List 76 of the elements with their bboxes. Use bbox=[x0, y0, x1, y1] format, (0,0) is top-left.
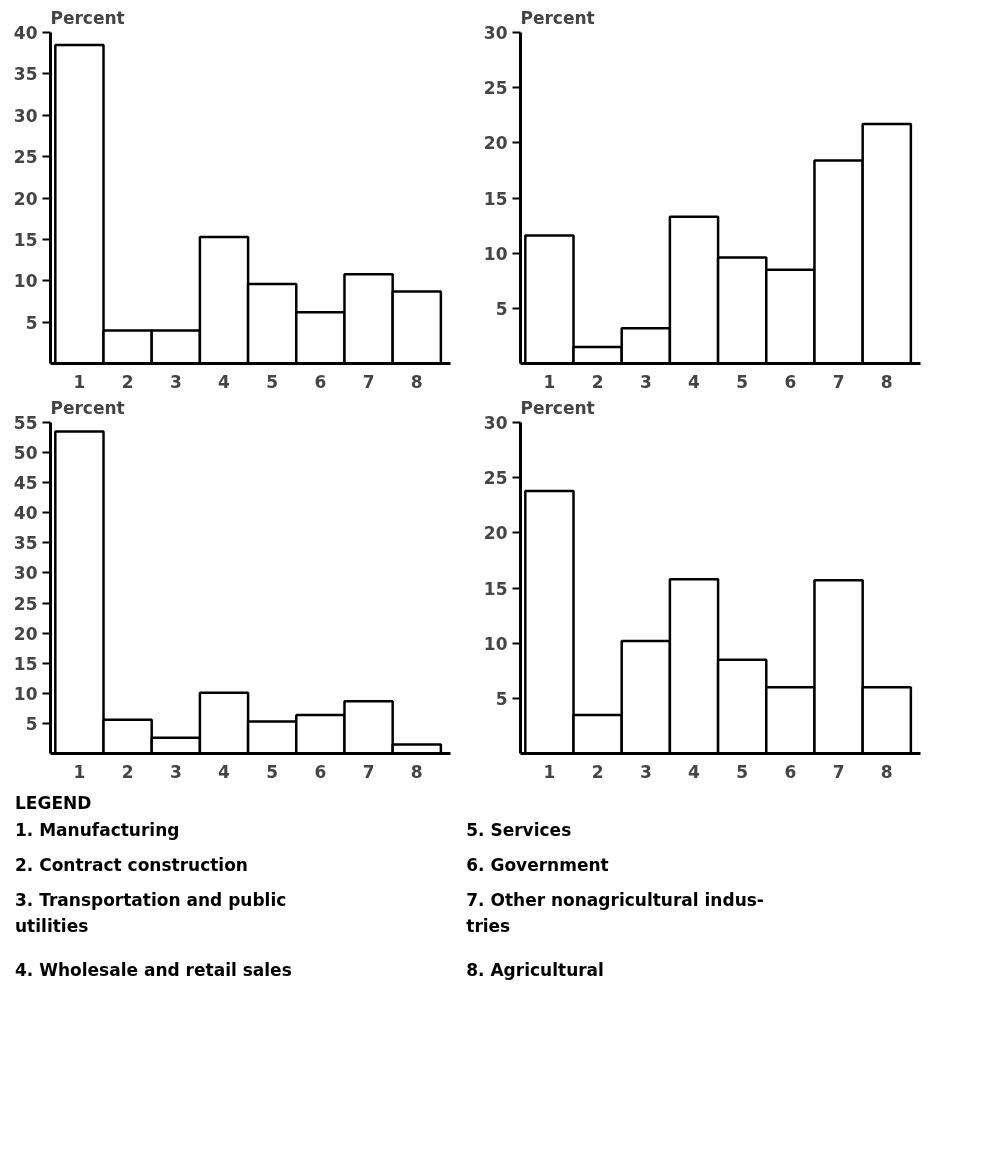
x-tick-label: 8 bbox=[880, 761, 893, 782]
text: 6. Government bbox=[466, 855, 609, 876]
y-axis-title: Percent bbox=[50, 397, 125, 418]
x-tick-label: 5 bbox=[736, 761, 749, 782]
y-tick-label: 5 bbox=[495, 688, 508, 709]
y-tick-label: 30 bbox=[13, 105, 38, 126]
x-tick-label: 2 bbox=[591, 761, 604, 782]
text: 2. Contract construction bbox=[15, 855, 248, 876]
y-tick-label: 15 bbox=[13, 653, 38, 674]
y-tick-label: 15 bbox=[483, 578, 508, 599]
y-tick-label: 5 bbox=[25, 312, 38, 333]
y-tick-label: 30 bbox=[483, 23, 508, 43]
x-tick-label: 1 bbox=[543, 371, 556, 392]
x-tick-label: 6 bbox=[784, 371, 797, 392]
x-tick-label: 5 bbox=[266, 371, 279, 392]
y-tick-label: 55 bbox=[13, 413, 38, 433]
y-tick-label: 10 bbox=[13, 271, 38, 292]
y-tick-label: 35 bbox=[13, 533, 38, 554]
x-tick-label: 4 bbox=[688, 371, 701, 392]
x-tick-label: 6 bbox=[784, 761, 797, 782]
text: 1. Manufacturing bbox=[15, 820, 180, 841]
text: 5. Services bbox=[466, 820, 572, 841]
x-tick-label: 4 bbox=[218, 371, 231, 392]
y-axis-title: Percent bbox=[50, 7, 125, 28]
y-axis-title: Percent bbox=[520, 7, 595, 28]
x-tick-label: 7 bbox=[362, 371, 375, 392]
y-tick-label: 45 bbox=[13, 473, 38, 494]
x-tick-label: 4 bbox=[688, 761, 701, 782]
y-tick-label: 20 bbox=[483, 133, 508, 154]
x-tick-label: 7 bbox=[832, 761, 845, 782]
x-tick-label: 3 bbox=[169, 761, 182, 782]
x-tick-label: 5 bbox=[736, 371, 749, 392]
x-tick-label: 6 bbox=[314, 371, 327, 392]
x-tick-label: 1 bbox=[73, 371, 86, 392]
text: 8. Agricultural bbox=[466, 960, 604, 981]
y-tick-label: 10 bbox=[483, 633, 508, 654]
y-tick-label: 15 bbox=[483, 188, 508, 209]
y-tick-label: 50 bbox=[13, 443, 38, 464]
y-tick-label: 25 bbox=[483, 468, 508, 489]
y-tick-label: 40 bbox=[13, 23, 38, 43]
x-tick-label: 1 bbox=[543, 761, 556, 782]
y-tick-label: 5 bbox=[495, 298, 508, 319]
x-tick-label: 3 bbox=[169, 371, 182, 392]
x-tick-label: 1 bbox=[73, 761, 86, 782]
text: 7. Other nonagricultural indus- tries bbox=[466, 890, 764, 937]
x-tick-label: 8 bbox=[880, 371, 893, 392]
y-tick-label: 20 bbox=[13, 188, 38, 209]
y-tick-label: 5 bbox=[25, 713, 38, 734]
x-tick-label: 7 bbox=[832, 371, 845, 392]
y-tick-label: 10 bbox=[483, 243, 508, 264]
text: 3. Transportation and public utilities bbox=[15, 890, 287, 937]
y-tick-label: 20 bbox=[13, 623, 38, 644]
y-tick-label: 25 bbox=[483, 78, 508, 99]
x-tick-label: 2 bbox=[121, 371, 134, 392]
x-tick-label: 2 bbox=[121, 761, 134, 782]
y-tick-label: 40 bbox=[13, 503, 38, 524]
x-tick-label: 7 bbox=[362, 761, 375, 782]
y-tick-label: 30 bbox=[13, 563, 38, 584]
y-tick-label: 30 bbox=[483, 413, 508, 433]
x-tick-label: 3 bbox=[639, 761, 652, 782]
y-tick-label: 15 bbox=[13, 229, 38, 250]
x-tick-label: 3 bbox=[639, 371, 652, 392]
y-tick-label: 35 bbox=[13, 64, 38, 85]
y-axis-title: Percent bbox=[520, 397, 595, 418]
y-tick-label: 25 bbox=[13, 593, 38, 614]
x-tick-label: 5 bbox=[266, 761, 279, 782]
x-tick-label: 8 bbox=[410, 761, 423, 782]
x-tick-label: 6 bbox=[314, 761, 327, 782]
y-tick-label: 20 bbox=[483, 523, 508, 544]
text: LEGEND bbox=[15, 792, 92, 813]
x-tick-label: 4 bbox=[218, 761, 231, 782]
x-tick-label: 8 bbox=[410, 371, 423, 392]
text: 4. Wholesale and retail sales bbox=[15, 960, 292, 981]
y-tick-label: 10 bbox=[13, 683, 38, 704]
y-tick-label: 25 bbox=[13, 147, 38, 168]
x-tick-label: 2 bbox=[591, 371, 604, 392]
